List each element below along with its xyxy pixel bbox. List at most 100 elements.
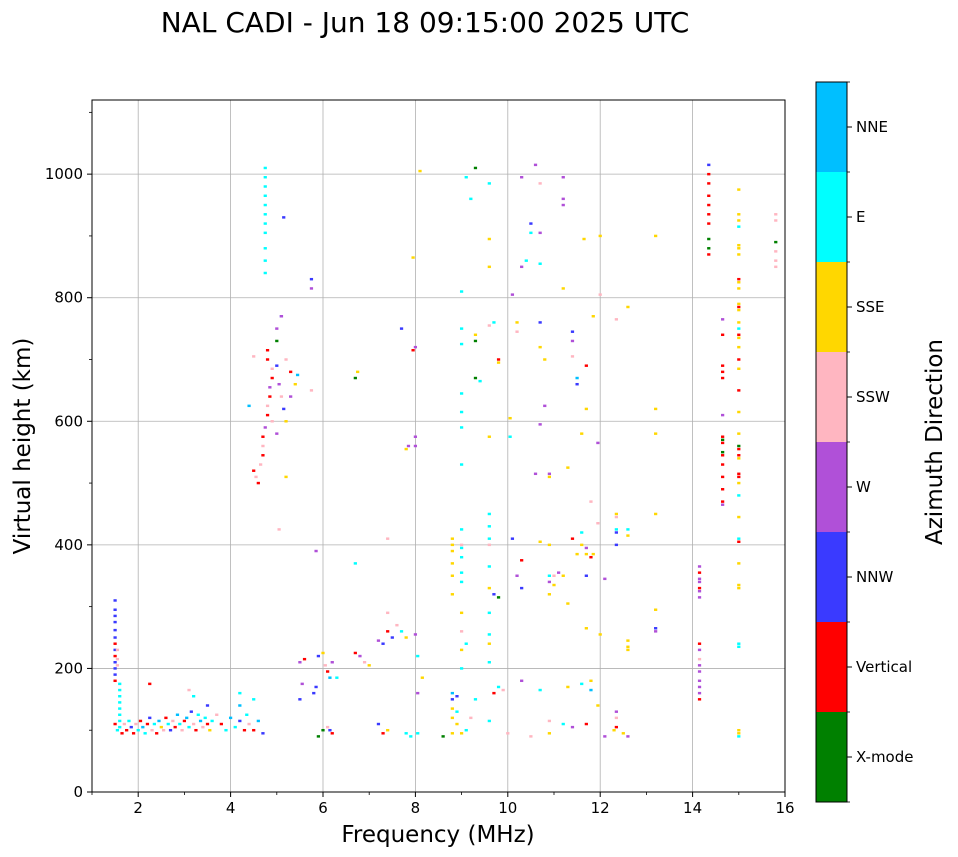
echo-point-w [570,339,575,343]
colorbar-category-label: E [856,208,865,226]
y-tick-label: 1000 [45,165,83,183]
echo-point-e [459,290,464,293]
echo-point-ssw [515,330,519,333]
echo-point-ssw [284,358,288,361]
echo-point-sse [591,552,595,556]
echo-point-vertical [737,358,741,361]
echo-point-e [353,562,357,565]
echo-point-w [561,175,565,179]
echo-point-vertical [265,358,270,361]
echo-point-e [459,426,464,429]
echo-point-ssw [774,250,778,253]
echo-point-vertical [194,728,198,732]
echo-point-nnw [312,691,316,695]
echo-point-nnw [189,710,193,713]
echo-point-w [330,661,334,664]
echo-point-w [376,639,381,642]
echo-point-vertical [737,333,741,337]
echo-point-sse [450,537,454,540]
grid-lines [92,100,785,792]
echo-point-vertical [520,559,524,562]
echo-point-w [557,571,561,574]
echo-point-vertical [721,454,725,457]
echo-point-nne [328,676,332,679]
echo-point-sse [737,281,741,284]
echo-point-e [459,463,464,466]
echo-point-w [697,664,702,667]
echo-point-vertical [707,203,711,207]
echo-point-sse [654,234,658,238]
echo-point-e [487,537,491,540]
echo-point-nnw [282,216,286,219]
echo-point-ssw [115,664,120,667]
echo-point-nnw [510,537,515,540]
echo-point-nne [575,376,579,380]
echo-point-e [469,197,473,201]
echo-point-e [459,555,464,559]
echo-point-ssw [487,543,491,547]
echo-point-w [268,386,272,389]
echo-point-e [464,728,468,732]
echo-point-vertical [737,454,741,457]
echo-point-nnw [298,698,302,701]
echo-point-nnw [113,628,117,632]
echo-point-w [654,630,658,633]
echo-point-ssw [259,463,263,466]
echo-point-sse [566,685,570,689]
plot-area: 2 4 6 8 10 12 14 16 0 200 400 600 800 1000 [45,99,795,817]
x-tick-label: 12 [591,799,610,817]
echo-point-sse [737,247,741,250]
echo-point-e [127,719,131,723]
echo-point-vertical [219,722,223,726]
echo-point-sse [450,593,454,596]
echo-point-vertical [737,389,741,392]
echo-point-sse [547,732,551,735]
echo-point-w [314,549,318,553]
echo-point-vertical [381,732,385,735]
echo-point-e [737,494,741,497]
echo-point-e [547,574,551,577]
echo-point-e [737,225,741,228]
echo-point-nnw [113,673,117,676]
echo-point-sse [450,732,454,735]
echo-point-sse [459,732,464,735]
echo-point-nnw [575,382,579,386]
echo-point-w [510,293,515,296]
echo-point-sse [584,407,588,411]
echo-point-sse [626,645,630,649]
echo-point-w [603,735,607,738]
echo-point-e [487,611,491,615]
echo-point-nne [185,716,189,720]
echo-point-nnw [614,543,618,547]
colorbar-segment-nnw [816,532,847,622]
echo-point-sse [737,219,741,222]
echo-point-sse [626,534,630,537]
echo-point-nnw [314,685,318,689]
echo-point-ssw [270,420,274,423]
echo-point-ssw [614,515,618,519]
echo-point-e [464,175,468,179]
echo-point-vertical [182,719,187,723]
echo-point-nne [228,716,233,720]
x-tick-label: 2 [133,799,143,817]
echo-point-sse [737,336,741,340]
echo-point-e [263,222,267,225]
echo-point-sse [737,586,741,590]
x-tick-label: 16 [775,799,794,817]
echo-point-sse [561,574,565,577]
echo-point-nnw [570,330,575,333]
echo-point-sse [598,234,602,238]
echo-point-e [508,435,512,438]
echo-point-vertical [707,182,711,185]
echo-point-e [178,722,182,726]
echo-point-w [603,577,607,581]
echo-point-nnw [113,614,117,618]
echo-point-vertical [326,670,330,673]
echo-point-ssw [386,611,390,615]
echo-point-ssw [115,657,120,661]
echo-point-x-mode [321,728,325,732]
echo-point-sse [487,237,491,241]
echo-point-sse [418,169,422,173]
echo-point-vertical [242,728,247,732]
echo-point-e [524,259,528,262]
